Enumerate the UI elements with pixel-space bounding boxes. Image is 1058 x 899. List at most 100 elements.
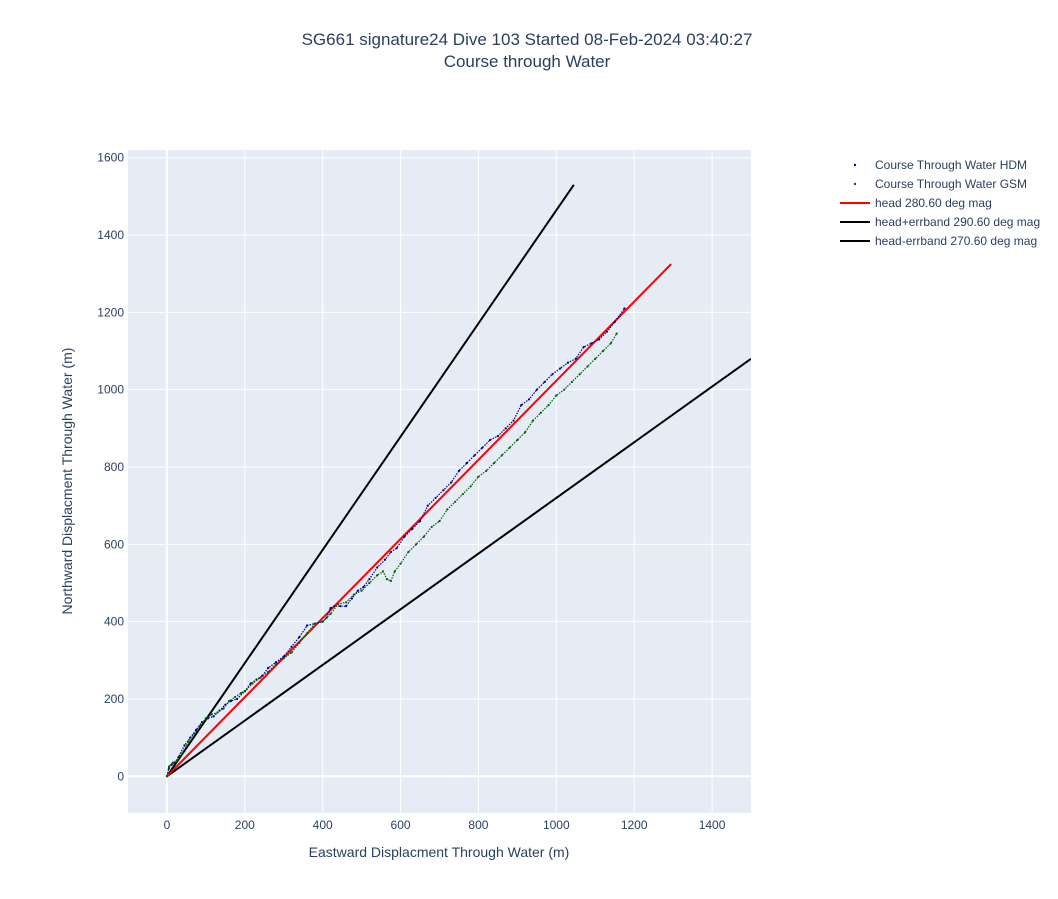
legend-marker [853,182,857,186]
data-point [496,434,500,438]
data-point [598,338,601,341]
data-point [368,578,371,581]
data-point [175,759,178,762]
data-point [389,550,392,554]
legend-label: Course Through Water HDM [875,158,1027,172]
x-tick-label: 600 [391,818,411,832]
data-point [457,469,461,472]
data-point [453,500,457,503]
data-point [395,547,398,550]
x-tick-label: 1400 [699,818,726,832]
data-point [551,373,554,376]
x-tick-label: 400 [313,818,333,832]
data-point [171,761,174,764]
data-point [535,388,538,391]
data-point [615,332,618,335]
series-line-3 [166,184,575,777]
series-trace-1 [166,333,618,777]
legend-item[interactable]: Course Through Water HDM [853,158,1027,172]
data-point [321,620,324,623]
data-point [407,550,410,554]
data-point [352,593,355,596]
grid [128,150,751,813]
y-tick-label: 600 [104,537,124,551]
y-tick-label: 1600 [97,151,124,165]
data-point [239,692,243,695]
data-point [376,566,379,569]
y-tick-label: 1400 [97,228,124,242]
data-point [543,380,546,384]
series-line-2 [166,263,672,777]
data-point [195,728,198,731]
data-point [500,454,503,457]
data-point [574,357,577,360]
data-point [167,765,170,768]
data-point [251,682,254,685]
chart-title-line2: Course through Water [444,52,611,71]
y-tick-label: 200 [104,692,124,706]
data-point [376,574,379,577]
data-point [477,475,480,478]
data-point [426,504,429,507]
x-tick-label: 800 [468,818,488,832]
data-point [385,578,389,581]
data-point [609,342,612,345]
legend-marker [853,163,857,167]
data-point [547,404,550,407]
data-point [485,469,488,472]
y-tick-label: 0 [117,769,124,783]
legend[interactable]: Course Through Water HDM Course Through W… [840,158,1040,248]
data-point [306,632,309,635]
data-point [181,751,184,755]
data-point [235,697,239,701]
legend-item[interactable]: head-errband 270.60 deg mag [840,234,1037,248]
data-point [267,666,270,670]
data-point [539,411,542,414]
data-point [204,717,207,720]
data-point [442,489,445,492]
data-point [306,624,309,627]
data-point [360,589,363,592]
data-point [344,605,348,608]
legend-label: head-errband 270.60 deg mag [875,234,1037,248]
data-point [245,688,248,691]
data-point [582,346,585,349]
data-point [389,579,392,583]
data-point [383,558,387,561]
data-point [228,699,231,702]
series-group [165,184,751,778]
x-tick-label: 1000 [543,818,570,832]
data-point [282,655,285,658]
data-point [492,462,496,465]
data-point [623,307,626,310]
chart-title-line1: SG661 signature24 Dive 103 Started 08-Fe… [302,30,753,49]
data-point [368,581,371,585]
data-point [578,373,581,376]
data-point [531,419,535,422]
data-point [193,732,196,735]
y-tick-label: 1200 [97,305,124,319]
data-point [469,485,472,488]
data-point [356,589,359,592]
legend-item[interactable]: head 280.60 deg mag [840,196,992,210]
x-tick-label: 200 [235,818,255,832]
data-point [516,438,519,442]
data-point [187,740,190,743]
legend-item[interactable]: Course Through Water GSM [853,177,1027,191]
data-point [216,711,219,714]
data-point [313,622,316,625]
x-tick-label: 1200 [621,818,648,832]
data-point [210,713,213,716]
data-point [290,645,293,648]
data-point [267,670,270,673]
y-tick-label: 800 [104,460,124,474]
data-point [605,330,609,333]
data-point [333,605,336,608]
data-point [430,525,433,529]
y-axis-label: Northward Displacment Through Water (m) [59,348,75,615]
legend-item[interactable]: head+errband 290.60 deg mag [840,215,1040,229]
data-point [504,427,507,430]
data-point [446,508,449,511]
data-point [570,380,573,384]
